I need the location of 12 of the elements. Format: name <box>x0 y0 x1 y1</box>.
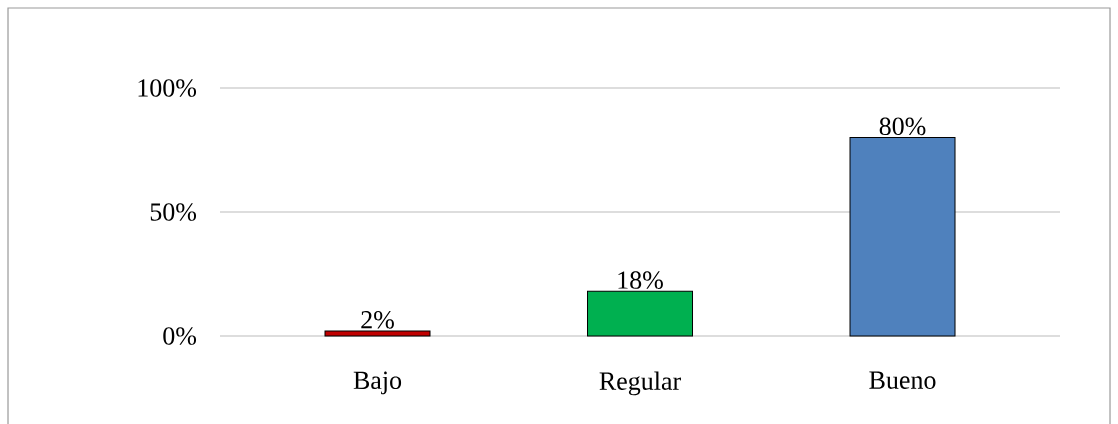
data-label: 80% <box>879 117 926 136</box>
bar <box>849 137 956 337</box>
x-tick-label: Bueno <box>869 371 936 389</box>
bar <box>587 290 694 337</box>
y-tick-label: 0% <box>163 327 197 345</box>
data-label: 18% <box>618 271 663 289</box>
y-tick-label: 50% <box>150 203 197 221</box>
x-tick-label: Bajo <box>353 371 402 395</box>
y-tick-label: 100% <box>138 79 197 97</box>
x-tick-label: Regular <box>599 371 681 396</box>
bar <box>324 330 431 337</box>
data-label: 2% <box>361 311 394 329</box>
